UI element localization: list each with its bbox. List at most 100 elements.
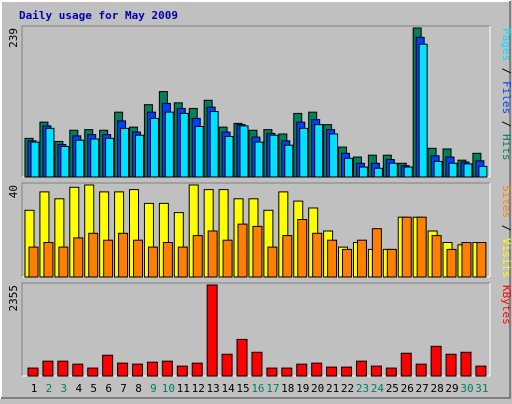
legend-separator: / <box>500 61 512 81</box>
bar <box>102 354 114 377</box>
bar <box>236 338 248 377</box>
bar <box>57 360 69 377</box>
x-tick-label: 5 <box>90 382 97 395</box>
bar <box>133 239 144 278</box>
bar <box>297 219 308 278</box>
x-tick-label: 21 <box>326 382 339 395</box>
bar <box>147 246 158 278</box>
x-tick-label: 24 <box>371 382 385 395</box>
legend-entry: Visits <box>500 238 512 278</box>
bar <box>135 134 145 178</box>
bar <box>311 362 323 377</box>
x-tick-label: 2 <box>46 382 53 395</box>
bar <box>476 242 487 278</box>
bar <box>207 230 218 278</box>
bar <box>105 137 115 178</box>
x-tick-label: 14 <box>221 382 235 395</box>
x-tick-label: 11 <box>177 382 190 395</box>
bar <box>120 127 130 178</box>
bar <box>299 127 309 178</box>
bar <box>237 223 248 278</box>
bar <box>224 135 234 178</box>
bar <box>385 367 397 377</box>
bar <box>164 111 174 178</box>
x-tick-label: 19 <box>296 382 309 395</box>
legend-separator: / <box>500 218 512 238</box>
x-tick-label: 28 <box>430 382 443 395</box>
bar <box>341 366 353 377</box>
bar <box>60 145 70 178</box>
bar <box>344 157 354 178</box>
x-tick-label: 22 <box>341 382 354 395</box>
legend: KBytes <box>500 285 512 325</box>
bar <box>401 216 412 278</box>
bar <box>314 124 324 178</box>
bar <box>179 112 189 178</box>
bar <box>43 242 54 278</box>
bar <box>433 160 443 178</box>
x-tick-label: 8 <box>135 382 142 395</box>
bar <box>58 246 69 278</box>
x-tick-label: 31 <box>475 382 488 395</box>
bar <box>132 363 144 377</box>
bar <box>415 363 427 377</box>
bar <box>296 363 308 377</box>
x-tick-label: 15 <box>236 382 249 395</box>
bar <box>177 246 188 278</box>
legend-entry: Hits <box>500 134 512 161</box>
x-tick-label: 26 <box>401 382 414 395</box>
bar <box>312 232 323 278</box>
bar <box>326 366 338 377</box>
x-tick-label: 13 <box>207 382 220 395</box>
x-tick-label: 4 <box>75 382 82 395</box>
bar <box>284 144 294 178</box>
x-tick-label: 6 <box>105 382 112 395</box>
bar <box>206 284 218 377</box>
x-tick-label: 20 <box>311 382 324 395</box>
bar <box>192 235 203 278</box>
bar <box>209 111 219 178</box>
bar <box>221 353 233 377</box>
bar <box>254 141 264 178</box>
bar <box>371 228 382 278</box>
bar <box>251 351 263 377</box>
bar <box>388 162 398 178</box>
x-tick-label: 30 <box>460 382 473 395</box>
bar <box>269 134 279 178</box>
bar <box>355 360 367 377</box>
bar <box>430 345 442 377</box>
bar <box>282 235 293 278</box>
x-tick-label: 9 <box>150 382 157 395</box>
bar <box>373 167 383 178</box>
bar <box>370 365 382 377</box>
chart-title: Daily usage for May 2009 <box>19 9 178 22</box>
legend-entry: Pages <box>500 28 512 61</box>
bar <box>28 246 39 278</box>
x-tick-label: 1 <box>31 382 38 395</box>
bar <box>327 239 338 278</box>
x-tick-label: 29 <box>445 382 458 395</box>
bar <box>27 367 39 377</box>
y-tick-label: 239 <box>7 28 20 48</box>
bar <box>475 365 487 377</box>
bar <box>149 117 159 178</box>
bar <box>103 239 114 278</box>
legend-entry: Sites <box>500 185 512 218</box>
bar <box>356 239 367 278</box>
y-tick-label: 40 <box>7 185 20 198</box>
bar <box>267 246 278 278</box>
bar <box>281 367 293 377</box>
bar <box>239 125 249 178</box>
bar <box>72 363 84 377</box>
bar <box>463 163 473 178</box>
bar <box>431 235 442 278</box>
bar <box>176 365 188 377</box>
bar <box>445 353 457 377</box>
bar <box>194 126 204 178</box>
bar <box>42 360 54 377</box>
x-tick-label: 25 <box>386 382 399 395</box>
bar <box>358 166 368 178</box>
bar <box>400 352 412 377</box>
